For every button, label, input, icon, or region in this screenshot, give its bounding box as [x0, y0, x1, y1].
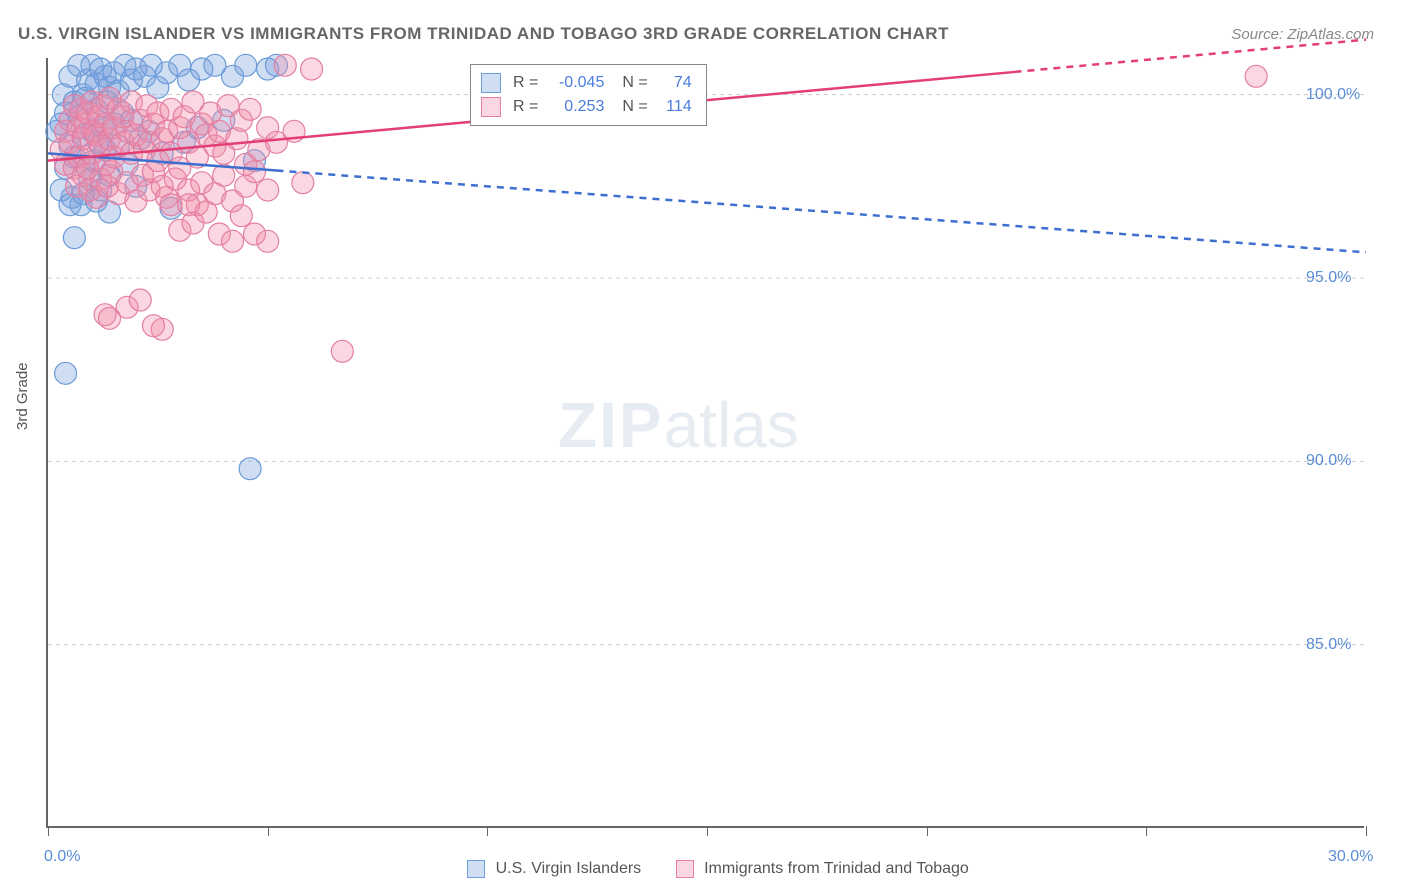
swatch-icon	[481, 97, 501, 117]
stats-legend: R = -0.045 N = 74 R = 0.253 N = 114	[470, 64, 707, 126]
y-tick-label: 90.0%	[1306, 452, 1351, 470]
swatch-icon	[481, 73, 501, 93]
correlation-chart: U.S. VIRGIN ISLANDER VS IMMIGRANTS FROM …	[0, 0, 1406, 892]
plot-area: ZIPatlas R = -0.045 N = 74 R = 0.253 N =…	[46, 58, 1364, 828]
series-legend: U.S. Virgin Islanders Immigrants from Tr…	[0, 860, 1406, 878]
y-tick-label: 100.0%	[1306, 86, 1360, 104]
stats-row-usvi: R = -0.045 N = 74	[481, 71, 692, 95]
y-tick-label: 85.0%	[1306, 636, 1351, 654]
y-axis-label: 3rd Grade	[14, 362, 31, 430]
scatter-svg	[48, 58, 1366, 828]
stats-row-trinidad: R = 0.253 N = 114	[481, 95, 692, 119]
swatch-icon	[676, 860, 694, 878]
swatch-icon	[467, 860, 485, 878]
y-tick-label: 95.0%	[1306, 269, 1351, 287]
chart-title: U.S. VIRGIN ISLANDER VS IMMIGRANTS FROM …	[18, 24, 949, 44]
